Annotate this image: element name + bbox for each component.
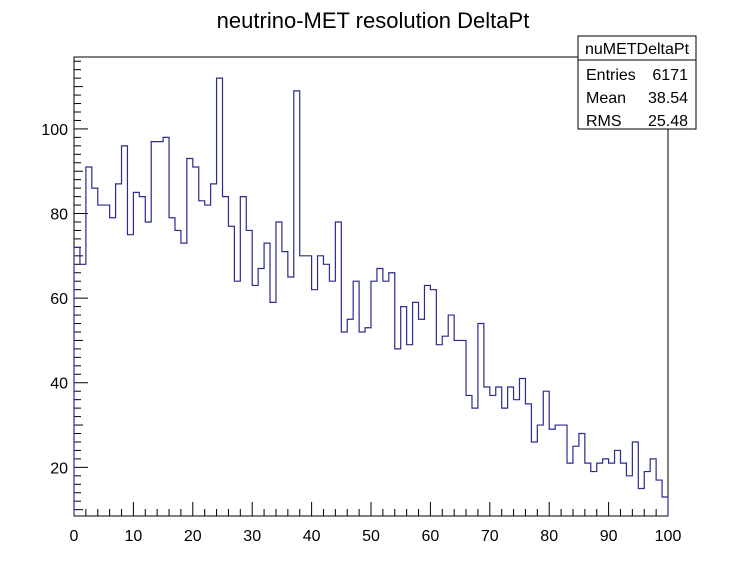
y-tick-label: 40 <box>50 376 68 393</box>
axes: 0 10 20 30 40 50 60 70 80 90 100 20 40 60 80 100 <box>41 60 682 545</box>
x-tick-label: 90 <box>600 528 618 545</box>
x-tick-label: 100 <box>655 528 682 545</box>
x-tick-label: 40 <box>303 528 321 545</box>
histogram-line <box>73 77 669 516</box>
stats-mean-value: 38.54 <box>648 90 688 107</box>
stats-entries-value: 6171 <box>652 67 688 84</box>
stats-box: nuMETDeltaPt Entries 6171 Mean 38.54 RMS… <box>577 35 697 130</box>
chart-title: neutrino-MET resolution DeltaPt <box>217 8 530 33</box>
x-tick-label: 0 <box>70 528 79 545</box>
y-tick-label: 100 <box>41 122 68 139</box>
stats-rms-value: 25.48 <box>648 113 688 130</box>
y-tick-label: 60 <box>50 291 68 308</box>
stats-entries-label: Entries <box>586 67 636 84</box>
x-tick-label: 70 <box>481 528 499 545</box>
x-tick-label: 20 <box>184 528 202 545</box>
x-tick-label: 30 <box>243 528 261 545</box>
stats-rms-label: RMS <box>586 113 622 130</box>
x-tick-label: 50 <box>362 528 380 545</box>
stats-box-name: nuMETDeltaPt <box>585 41 690 58</box>
x-tick-label: 10 <box>125 528 143 545</box>
y-tick-label: 80 <box>50 207 68 224</box>
y-tick-label: 20 <box>50 460 68 477</box>
x-tick-label: 80 <box>540 528 558 545</box>
stats-mean-label: Mean <box>586 90 626 107</box>
x-tick-label: 60 <box>422 528 440 545</box>
stats-box-frame <box>577 35 697 130</box>
